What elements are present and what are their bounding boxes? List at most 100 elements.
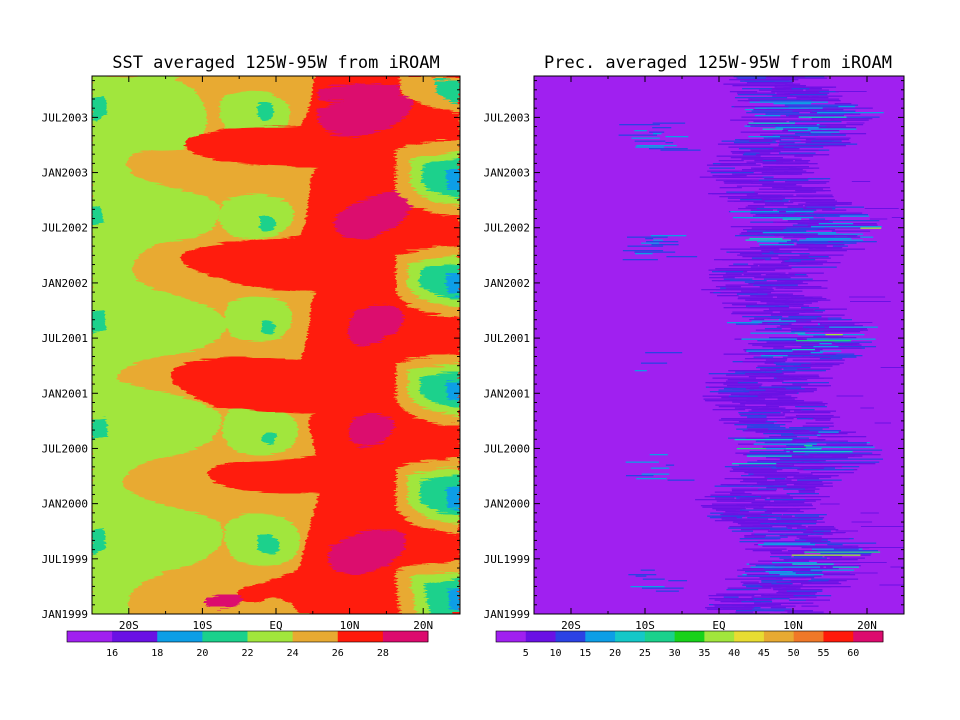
prec-streak <box>798 412 831 414</box>
prec-streak <box>782 382 830 384</box>
prec-streak <box>785 181 830 183</box>
prec-streak <box>782 412 810 414</box>
prec-streak <box>764 499 806 501</box>
prec-streak <box>740 581 759 583</box>
prec-streak <box>728 398 759 400</box>
prec-streak <box>789 427 830 429</box>
prec-streak <box>743 503 767 505</box>
prec-streak <box>731 467 773 469</box>
colorbar-swatch <box>382 631 429 642</box>
prec-streak <box>813 578 859 580</box>
prec-streak <box>805 89 829 91</box>
prec-streak <box>776 463 823 465</box>
prec-streak <box>753 356 774 358</box>
prec-streak <box>801 376 820 378</box>
sst-north-cold-patches <box>396 76 460 614</box>
prec-streak <box>709 386 760 388</box>
prec-streak <box>748 136 780 138</box>
prec-streak <box>805 422 834 424</box>
prec-streak <box>717 295 739 297</box>
prec-streak <box>832 455 855 457</box>
prec-streak <box>719 164 761 166</box>
prec-streak <box>757 386 802 388</box>
prec-streak <box>755 329 805 331</box>
prec-streak <box>802 425 834 427</box>
prec-streak <box>793 476 832 478</box>
prec-streak <box>811 578 831 580</box>
prec-streak <box>763 196 814 198</box>
prec-streak <box>768 593 816 595</box>
prec-streak <box>781 569 824 571</box>
prec-streak <box>711 271 744 273</box>
prec-streak <box>807 131 840 133</box>
sst-field <box>92 76 460 614</box>
prec-streak <box>755 214 797 216</box>
prec-streak <box>744 358 788 360</box>
colorbar-swatch <box>734 631 765 642</box>
prec-streak <box>776 296 797 298</box>
prec-streak <box>733 142 777 144</box>
x-tick-label: 10N <box>783 619 803 632</box>
prec-streak <box>791 296 813 298</box>
prec-streak <box>770 250 803 252</box>
prec-streak <box>805 139 850 141</box>
prec-streak <box>730 470 776 472</box>
prec-streak <box>655 590 679 592</box>
prec-streak <box>768 503 812 505</box>
prec-streak <box>751 596 798 598</box>
prec-streak <box>714 485 754 487</box>
prec-streak <box>712 193 758 195</box>
prec-streak <box>753 284 798 286</box>
prec-streak <box>803 233 864 235</box>
prec-streak <box>754 191 800 193</box>
prec-streak <box>714 491 745 493</box>
prec-streak <box>818 223 854 225</box>
prec-streak <box>699 176 748 178</box>
sst-level-20-22 <box>92 96 281 556</box>
prec-streak <box>791 245 827 247</box>
prec-streak <box>780 109 827 111</box>
prec-streak <box>795 320 812 322</box>
prec-streak <box>724 182 741 184</box>
prec-streak <box>750 266 800 268</box>
prec-streak <box>753 395 792 397</box>
prec-streak <box>763 389 798 391</box>
prec-streak <box>789 256 809 258</box>
prec-streak <box>769 436 797 438</box>
prec-streak <box>750 209 773 211</box>
prec-streak <box>746 161 783 163</box>
prec-streak <box>735 499 756 501</box>
prec-streak <box>740 80 775 82</box>
sst-panel: SST averaged 125W-95W from iROAM <box>42 53 461 659</box>
prec-streak <box>751 320 807 322</box>
prec-streak <box>631 137 660 139</box>
prec-streak <box>750 566 821 568</box>
prec-streak <box>743 229 800 231</box>
prec-streak <box>634 140 666 142</box>
prec-streak <box>767 464 791 466</box>
prec-streak <box>754 533 799 535</box>
prec-streak <box>748 343 820 345</box>
prec-streak <box>791 440 848 442</box>
prec-streak <box>778 257 818 259</box>
prec-streak <box>793 365 833 367</box>
colorbar-label: 15 <box>579 648 591 659</box>
prec-streak <box>738 421 766 423</box>
prec-streak <box>641 587 684 589</box>
prec-streak <box>808 107 873 109</box>
prec-streak <box>794 475 838 477</box>
prec-streak <box>714 599 747 601</box>
prec-streak <box>749 451 787 453</box>
prec-streak <box>800 583 842 585</box>
prec-streak <box>634 130 647 132</box>
prec-streak <box>715 404 746 406</box>
prec-streak <box>652 127 672 129</box>
prec-streak <box>772 187 788 189</box>
prec-streak <box>809 218 826 220</box>
prec-streak <box>787 611 824 613</box>
prec-streak <box>790 580 809 582</box>
prec-streak <box>757 460 819 462</box>
y-tick-label: JUL2003 <box>484 111 530 124</box>
prec-streak <box>848 562 887 563</box>
